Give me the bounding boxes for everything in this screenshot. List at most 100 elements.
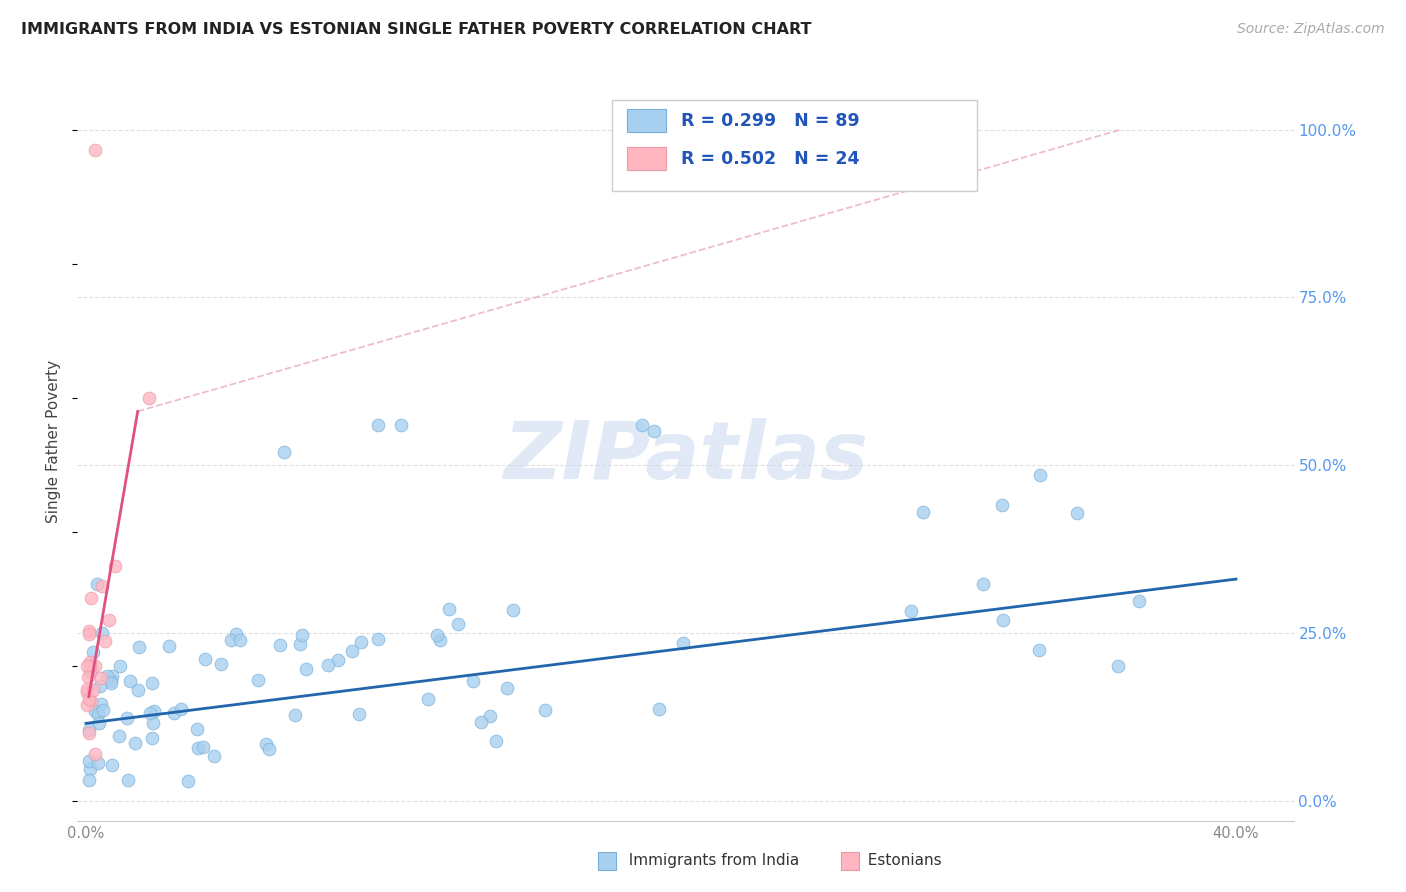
Point (169, 702, 191, 716)
Point (77, 691, 100, 706)
Point (367, 632, 389, 647)
FancyBboxPatch shape (627, 147, 666, 170)
Text: R = 0.299   N = 89: R = 0.299 N = 89 (681, 112, 859, 130)
Point (463, 673, 485, 688)
Point (108, 659, 131, 673)
Point (141, 676, 163, 690)
Point (117, 772, 139, 787)
Point (76, 681, 98, 696)
Point (128, 640, 150, 654)
Point (124, 736, 146, 750)
Point (350, 635, 373, 649)
Point (82, 682, 104, 697)
Point (349, 706, 371, 721)
Point (118, 673, 141, 688)
Point (209, 657, 232, 671)
Point (76, 659, 98, 673)
Point (219, 632, 242, 647)
Point (447, 616, 470, 631)
Point (89, 698, 111, 712)
Point (104, 558, 127, 573)
Point (76, 684, 98, 698)
Point (80, 694, 103, 708)
Point (1028, 468, 1050, 483)
Point (157, 639, 180, 653)
FancyBboxPatch shape (613, 101, 977, 191)
Point (138, 391, 160, 405)
Point (495, 681, 517, 695)
Point (142, 716, 165, 731)
Point (77, 723, 100, 737)
Point (502, 602, 524, 616)
Point (254, 737, 277, 751)
Text: R = 0.502   N = 24: R = 0.502 N = 24 (681, 150, 859, 168)
Point (295, 662, 318, 676)
Point (82, 645, 104, 659)
Point (76, 698, 98, 712)
Point (79, 772, 101, 787)
Point (96, 669, 118, 683)
Point (91, 579, 114, 593)
Point (426, 628, 449, 642)
Point (672, 636, 695, 650)
Point (143, 704, 166, 718)
Text: Immigrants from India: Immigrants from India (619, 854, 799, 868)
Point (534, 703, 557, 717)
Point (1107, 658, 1129, 673)
Point (257, 741, 280, 756)
Point (77, 670, 100, 684)
Point (479, 709, 502, 723)
Point (316, 657, 339, 672)
Point (429, 632, 451, 647)
Point (340, 644, 363, 658)
Point (991, 613, 1014, 627)
Point (991, 498, 1014, 512)
Y-axis label: Single Father Poverty: Single Father Poverty (46, 360, 62, 523)
Point (273, 444, 295, 458)
Point (89, 679, 111, 693)
Point (643, 425, 665, 439)
Point (247, 673, 270, 688)
Point (139, 706, 162, 720)
Point (91, 702, 114, 716)
Point (229, 633, 252, 648)
Point (83, 747, 105, 761)
Point (107, 729, 129, 743)
Point (163, 706, 186, 720)
Point (912, 505, 935, 519)
Point (367, 417, 389, 432)
Point (485, 733, 508, 747)
Point (418, 691, 440, 706)
Point (1066, 506, 1088, 520)
Point (89, 716, 111, 731)
Point (177, 774, 200, 789)
Text: IMMIGRANTS FROM INDIA VS ESTONIAN SINGLE FATHER POVERTY CORRELATION CHART: IMMIGRANTS FROM INDIA VS ESTONIAN SINGLE… (21, 22, 811, 37)
Point (648, 702, 671, 716)
Point (87, 707, 110, 722)
Point (79, 655, 101, 669)
Text: Source: ZipAtlas.com: Source: ZipAtlas.com (1237, 22, 1385, 37)
Point (79, 659, 101, 673)
Point (98, 613, 121, 627)
Point (79, 627, 101, 641)
Point (326, 653, 349, 667)
Point (77, 754, 100, 768)
Point (194, 652, 217, 666)
Point (202, 748, 225, 763)
Point (77, 726, 100, 740)
Point (225, 626, 247, 640)
FancyBboxPatch shape (627, 110, 666, 132)
Point (437, 602, 460, 616)
Text: Estonians: Estonians (858, 854, 941, 868)
Point (186, 722, 208, 736)
Point (83, 143, 105, 157)
Point (80, 591, 103, 606)
Point (972, 576, 994, 591)
Point (141, 731, 163, 745)
Point (127, 682, 149, 697)
Point (470, 714, 492, 729)
Point (269, 638, 291, 652)
Point (115, 711, 138, 725)
Point (389, 417, 412, 432)
Point (101, 669, 124, 683)
